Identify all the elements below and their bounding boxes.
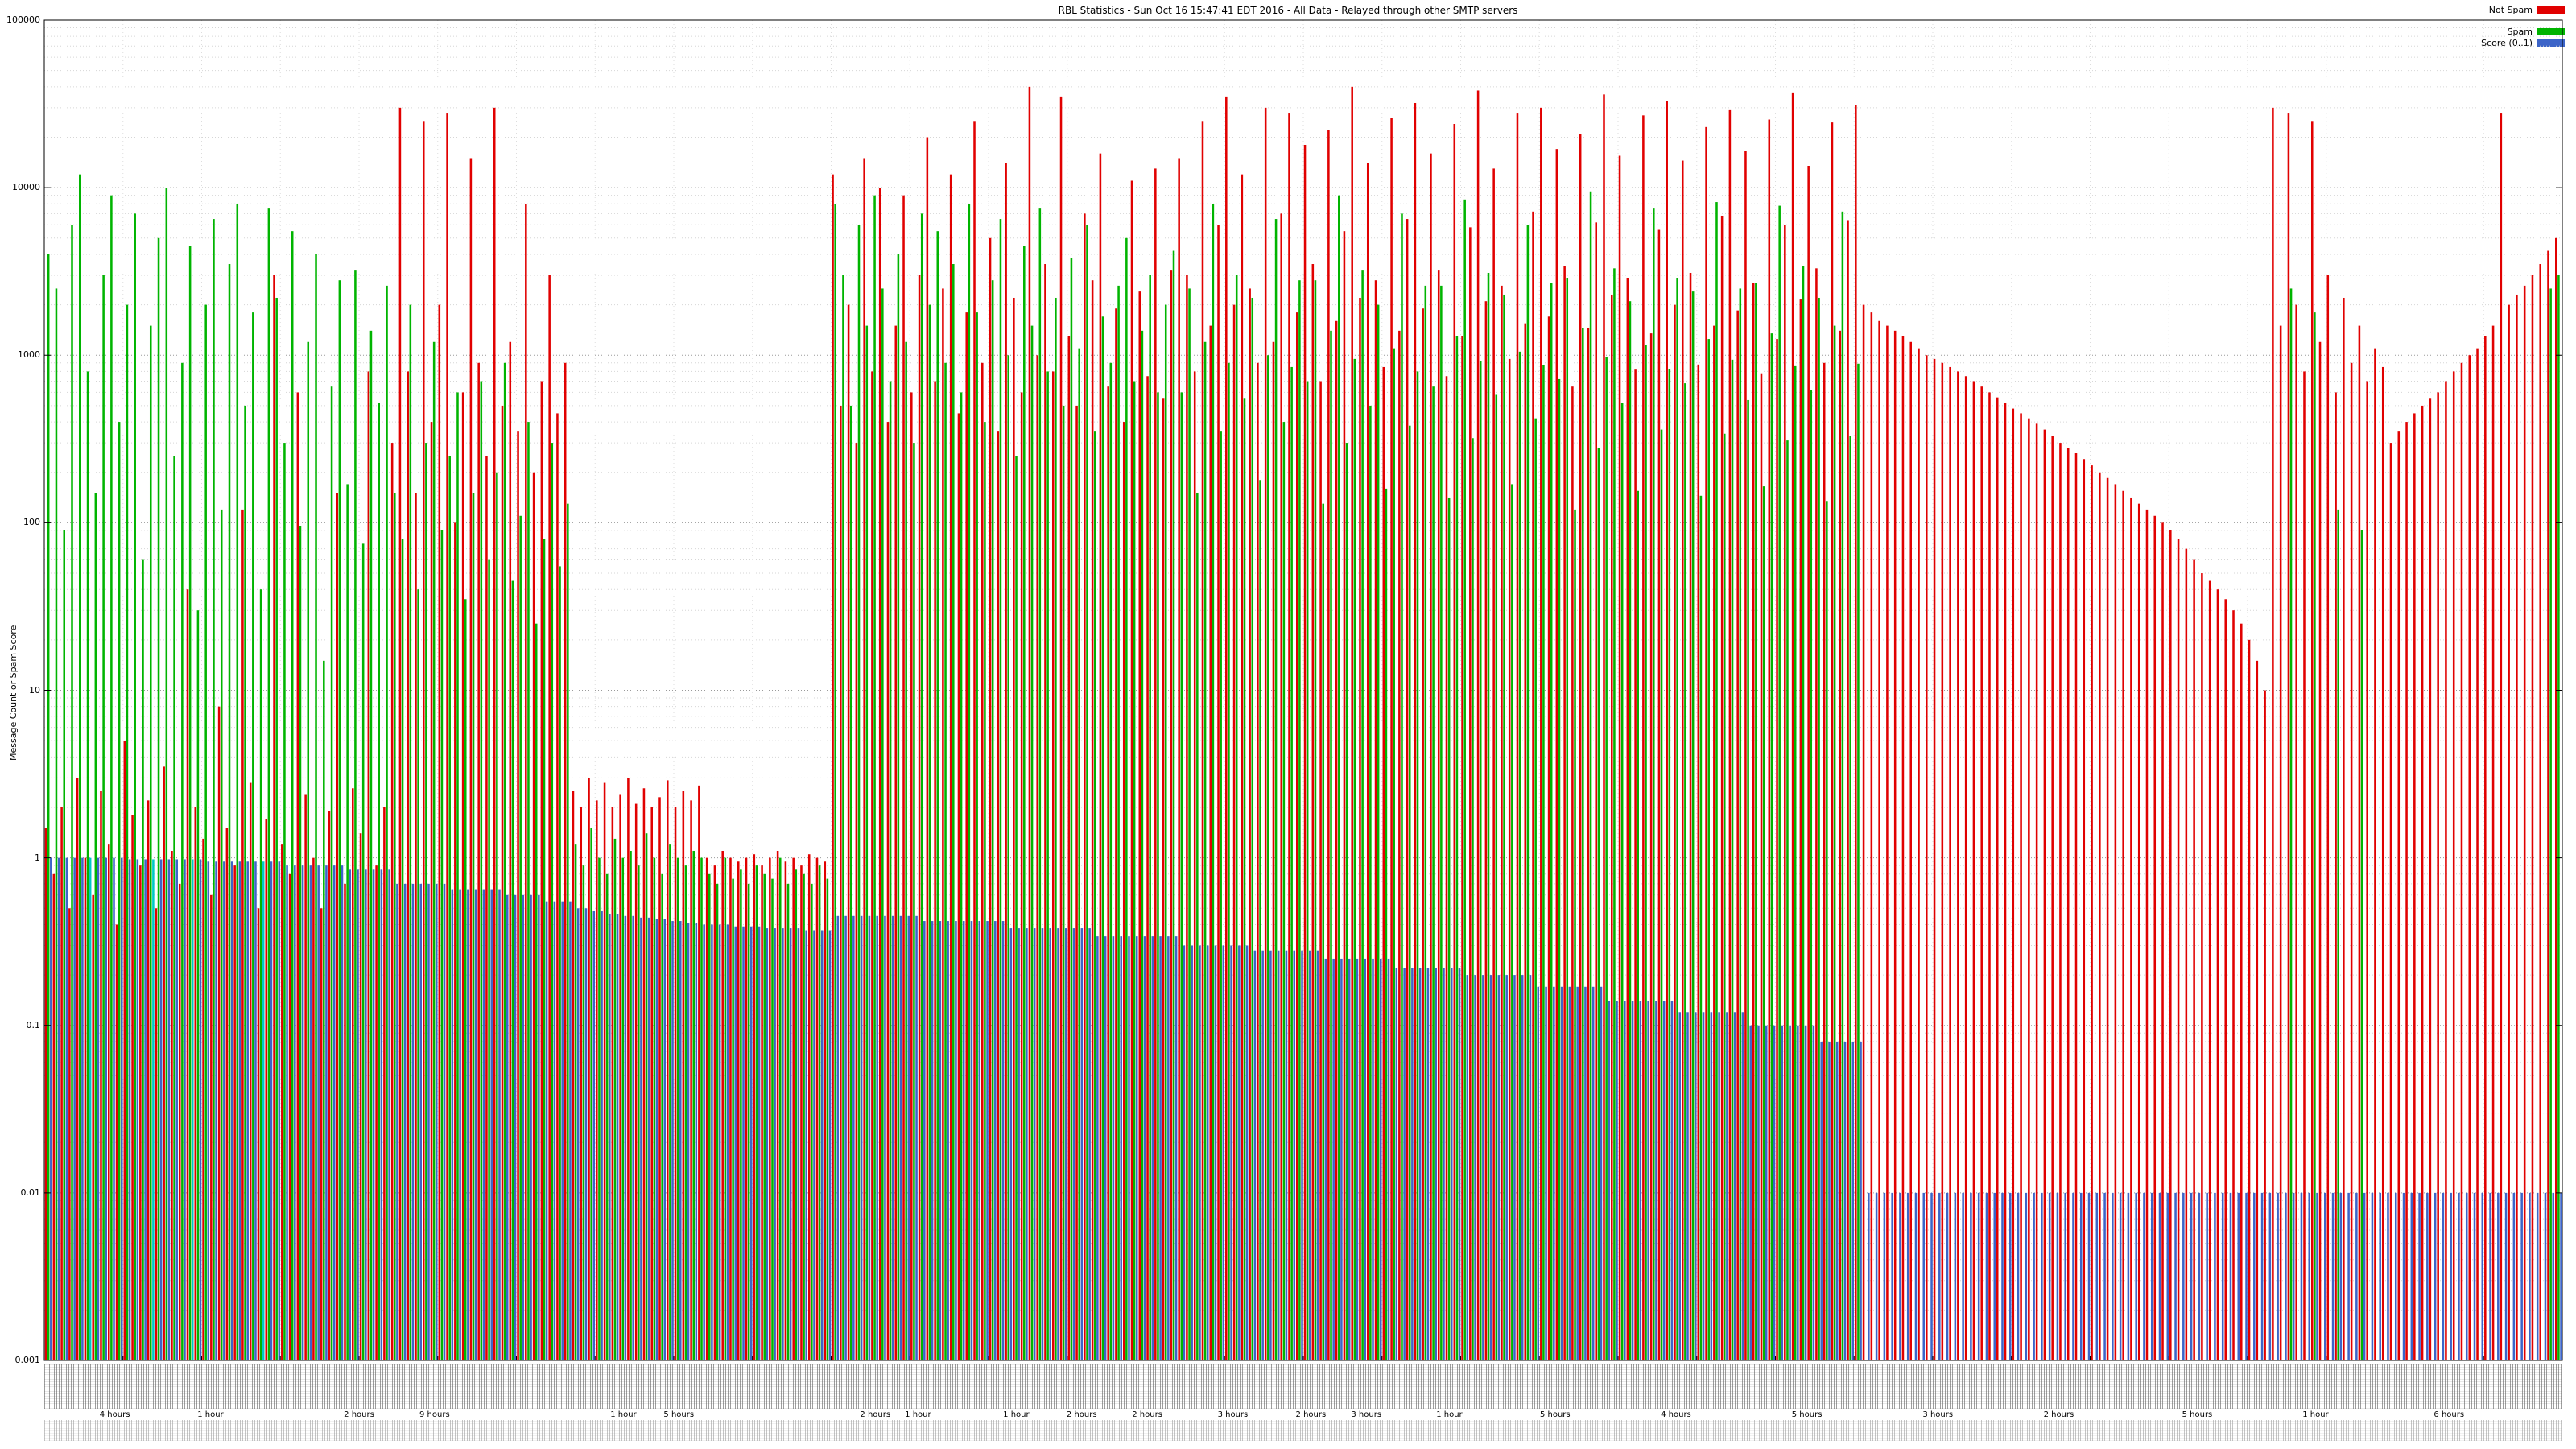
legend-label-spam: Spam xyxy=(2507,27,2533,37)
legend-label-not-spam: Not Spam xyxy=(2488,5,2533,15)
y-tick-label: 10000 xyxy=(12,182,40,193)
legend-swatch-not-spam xyxy=(2537,6,2565,14)
chart-title: RBL Statistics - Sun Oct 16 15:47:41 EDT… xyxy=(1058,5,1518,16)
x-hour-label: 3 hours xyxy=(1216,1410,1250,1419)
legend: Not Spam Spam Score (0..1) xyxy=(2481,5,2565,49)
x-hour-label: 2 hours xyxy=(858,1410,893,1419)
legend-label-score: Score (0..1) xyxy=(2481,38,2533,48)
bars-score xyxy=(50,857,2562,1360)
x-hour-label: 5 hours xyxy=(2180,1410,2215,1419)
y-tick-label: 0.01 xyxy=(20,1187,41,1198)
x-hour-label: 4 hours xyxy=(97,1410,132,1419)
x-hour-label: 5 hours xyxy=(1538,1410,1572,1419)
y-tick-label: 1 xyxy=(35,852,40,863)
y-tick-label: 100 xyxy=(23,517,40,528)
x-hour-label: 2 hours xyxy=(342,1410,376,1419)
x-hour-label: 1 hour xyxy=(1435,1410,1464,1419)
x-hour-label: 4 hours xyxy=(1659,1410,1693,1419)
x-hour-label: 2 hours xyxy=(1294,1410,1328,1419)
x-hour-label: 2 hours xyxy=(1130,1410,1164,1419)
legend-item-score: Score (0..1) xyxy=(2481,38,2565,48)
bars-not-spam xyxy=(44,86,2557,1361)
legend-item-spam: Spam xyxy=(2481,27,2565,37)
x-axis-dense-labels-secondary xyxy=(44,1420,2562,1441)
x-hour-label: 1 hour xyxy=(609,1410,638,1419)
x-hour-label: 2 hours xyxy=(2041,1410,2076,1419)
x-hour-label: 3 hours xyxy=(1349,1410,1384,1419)
y-tick-label: 10 xyxy=(29,684,40,696)
x-hour-label: 1 hour xyxy=(1001,1410,1031,1419)
x-hour-label: 5 hours xyxy=(1790,1410,1824,1419)
legend-item-not-spam: Not Spam xyxy=(2481,5,2565,15)
x-hour-label: 1 hour xyxy=(196,1410,225,1419)
x-hour-label: 1 hour xyxy=(903,1410,933,1419)
x-hour-label: 3 hours xyxy=(1921,1410,1955,1419)
x-hour-label: 2 hours xyxy=(1064,1410,1099,1419)
y-tick-label: 0.1 xyxy=(26,1019,41,1030)
plot-frame xyxy=(43,19,2563,1361)
legend-swatch-spam xyxy=(2537,28,2565,35)
y-tick-label: 1000 xyxy=(18,349,40,361)
y-tick-label: 100000 xyxy=(6,14,40,25)
bars-spam xyxy=(47,174,2560,1361)
x-hour-label: 9 hours xyxy=(418,1410,452,1419)
x-axis-dense-labels xyxy=(44,1364,2562,1409)
x-hour-label: 5 hours xyxy=(662,1410,696,1419)
x-hour-label: 6 hours xyxy=(2432,1410,2467,1419)
x-hour-label: 1 hour xyxy=(2301,1410,2330,1419)
grid-lines xyxy=(43,19,2563,1361)
legend-swatch-score xyxy=(2537,39,2565,47)
y-tick-label: 0.001 xyxy=(14,1355,41,1365)
